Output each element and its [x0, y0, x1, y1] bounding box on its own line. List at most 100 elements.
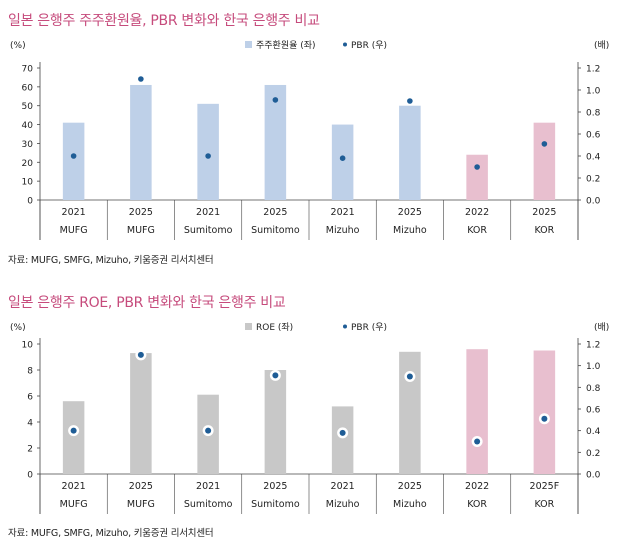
chart-title-1: 일본 은행주 주주환원율, PBR 변화와 한국 은행주 비교 [8, 13, 320, 29]
x-tick-label-year: 2025 [263, 207, 287, 218]
legend-swatch-dot [343, 42, 347, 47]
x-tick-label-bank: KOR [467, 225, 487, 236]
x-tick-label-bank: KOR [467, 499, 487, 510]
y-left-tick-label: 30 [22, 140, 34, 150]
bar-7 [533, 350, 556, 474]
x-tick-label-year: 2021 [196, 207, 220, 218]
bar-6 [466, 349, 488, 474]
y-left-tick-label: 2 [27, 445, 33, 455]
x-tick-label-year: 2021 [331, 207, 355, 218]
y-right-tick-label: 0.8 [586, 384, 601, 394]
x-tick-label-year: 2025 [263, 481, 287, 492]
x-tick-label-bank: MUFG [127, 499, 155, 510]
y-right-tick-label: 0.4 [586, 153, 601, 163]
x-tick-label-year: 2025F [530, 481, 560, 492]
y-left-tick-label: 70 [22, 65, 34, 75]
bar-5 [399, 105, 421, 200]
x-tick-label-year: 2025 [129, 481, 153, 492]
bar-1 [130, 353, 152, 474]
x-tick-label-year: 2022 [465, 207, 489, 218]
x-tick-label-year: 2025 [398, 207, 422, 218]
y-right-unit: (배) [594, 40, 609, 51]
pbr-dot-4 [339, 429, 346, 436]
chart-panel-2: 일본 은행주 ROE, PBR 변화와 한국 은행주 비교 (%) (배) ROE … [0, 282, 622, 550]
bar-4 [331, 406, 354, 474]
y-left-tick-label: 8 [27, 367, 33, 377]
legend-swatch-bar [245, 323, 252, 330]
chart-1: (%) (배) 주주환원율 (좌) PBR (우) 0 10 20 30 40 50 60 70 0.0… [10, 39, 609, 240]
y-left-tick-label: 4 [27, 419, 33, 429]
x-tick-label-bank: Mizuho [326, 225, 360, 236]
y-left-tick-label: 0 [27, 471, 33, 481]
y-right-tick-label: 0.0 [586, 471, 601, 481]
pbr-dot-2 [205, 153, 211, 159]
y-left-tick-label: 60 [22, 83, 34, 93]
x-tick-label-bank: Mizuho [393, 225, 427, 236]
pbr-dot-7 [541, 141, 548, 147]
x-tick-label-bank: MUFG [60, 499, 88, 510]
x-tick-label-year: 2021 [196, 481, 220, 492]
pbr-dot-5 [406, 373, 413, 380]
y-right-tick-label: 0.6 [586, 131, 601, 141]
x-tick-label-bank: Mizuho [393, 499, 427, 510]
y-left-tick-label: 40 [22, 121, 34, 131]
legend-swatch-bar [245, 41, 252, 48]
chart-2: (%) (배) ROE (좌) PBR (우) 0 2 4 6 8 10 0.0 0.2 0.4 0.6 0… [10, 322, 609, 514]
pbr-dot-6 [474, 438, 481, 445]
bar-0 [62, 122, 85, 200]
chart-source-2: 자료: MUFG, SMFG, Mizuho, 키움증권 리서치센터 [8, 528, 214, 539]
x-tick-label-bank: Sumitomo [251, 225, 300, 236]
pbr-dot-2 [205, 427, 212, 434]
chart-title-2: 일본 은행주 ROE, PBR 변화와 한국 은행주 비교 [8, 295, 286, 311]
bar-0 [62, 401, 85, 474]
legend-label-bar: ROE (좌) [256, 322, 293, 333]
y-right-tick-label: 1.0 [586, 362, 601, 372]
x-tick-label-bank: Sumitomo [184, 225, 233, 236]
legend-label-dot: PBR (우) [351, 322, 387, 333]
chart-panel-1: 일본 은행주 주주환원율, PBR 변화와 한국 은행주 비교 (%) (배) 주주… [8, 13, 609, 266]
pbr-dot-1 [138, 76, 144, 82]
y-right-tick-label: 0.0 [586, 197, 601, 207]
y-left-unit: (%) [10, 323, 26, 333]
legend-label-dot: PBR (우) [351, 40, 387, 51]
x-tick-label-bank: Sumitomo [184, 499, 233, 510]
x-tick-label-bank: MUFG [127, 225, 155, 236]
y-right-tick-label: 1.2 [586, 341, 600, 351]
x-tick-label-year: 2021 [331, 481, 355, 492]
pbr-dot-7 [541, 415, 548, 422]
bar-3 [264, 84, 287, 200]
y-left-tick-label: 10 [22, 178, 34, 188]
x-tick-label-bank: Sumitomo [251, 499, 300, 510]
legend-swatch-dot [343, 324, 347, 329]
x-tick-label-year: 2021 [62, 207, 86, 218]
bar-6 [466, 154, 488, 200]
y-right-tick-label: 0.6 [586, 406, 601, 416]
pbr-dot-1 [137, 351, 144, 358]
y-left-tick-label: 6 [27, 393, 33, 403]
x-tick-label-year: 2025 [129, 207, 153, 218]
y-right-tick-label: 1.0 [586, 87, 601, 97]
bar-7 [533, 122, 556, 200]
y-left-tick-label: 50 [22, 102, 34, 112]
y-right-tick-label: 0.2 [586, 175, 600, 185]
y-right-tick-label: 0.4 [586, 427, 601, 437]
pbr-dot-6 [474, 164, 480, 170]
y-right-tick-label: 0.8 [586, 109, 601, 119]
y-left-tick-label: 0 [27, 197, 33, 207]
y-left-tick-label: 20 [22, 159, 34, 169]
y-left-unit: (%) [10, 41, 26, 51]
pbr-dot-0 [70, 153, 77, 159]
legend-label-bar: 주주환원율 (좌) [256, 39, 316, 51]
y-right-tick-label: 1.2 [586, 65, 600, 75]
pbr-dot-3 [272, 97, 279, 103]
pbr-dot-4 [339, 155, 346, 161]
x-tick-label-year: 2025 [532, 207, 556, 218]
y-right-unit: (배) [594, 322, 609, 333]
bar-2 [197, 103, 219, 200]
x-tick-label-bank: KOR [534, 499, 554, 510]
x-tick-label-year: 2021 [62, 481, 86, 492]
pbr-dot-3 [272, 372, 279, 379]
x-tick-label-year: 2025 [398, 481, 422, 492]
y-right-tick-label: 0.2 [586, 449, 600, 459]
bar-5 [399, 351, 421, 474]
